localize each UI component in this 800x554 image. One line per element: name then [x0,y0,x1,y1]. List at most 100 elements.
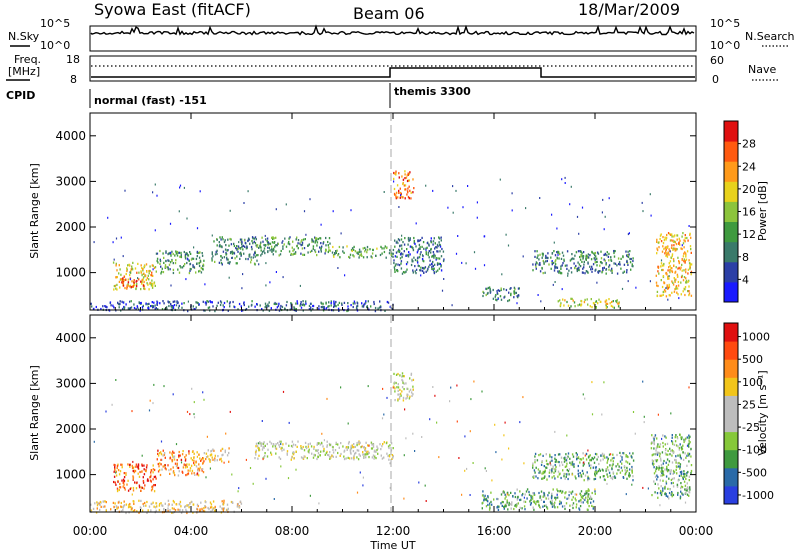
range-cell [524,500,527,503]
range-cell [399,196,401,199]
range-cell [563,475,565,478]
range-cell [374,449,376,452]
range-cell [300,301,302,304]
x-tick-label: 16:00 [477,524,512,538]
range-cell [564,299,566,302]
range-cell [405,254,407,257]
range-cell [311,452,313,455]
range-cell [221,236,223,239]
range-cell [127,463,129,466]
range-cell [465,262,467,265]
range-cell [602,458,604,461]
range-cell [671,492,673,495]
range-cell [604,456,606,459]
range-cell [172,268,175,271]
range-cell [292,451,294,454]
range-cell [189,252,192,255]
range-cell [268,246,270,249]
range-cell [308,451,310,454]
range-cell [600,300,602,303]
range-cell [236,248,238,251]
range-cell [521,507,523,510]
range-cell [665,250,667,253]
range-cell [394,264,397,267]
time-axis-label: Time UT [369,539,415,552]
range-cell [551,252,554,255]
range-cell [503,434,505,437]
range-cell [115,287,117,290]
range-cell [680,446,683,449]
range-cell [327,244,329,247]
range-cell [562,254,565,257]
range-cell [156,194,158,197]
range-cell [121,463,123,466]
range-cell [515,505,517,508]
range-cell [148,288,150,291]
range-cell [517,502,519,505]
range-cell [398,393,400,396]
range-cell [122,255,124,258]
range-cell [669,271,671,274]
range-cell [421,236,423,239]
range-cell [196,262,198,265]
range-cell [670,469,672,472]
range-cell [329,444,331,447]
range-cell [264,452,266,455]
range-cell [566,267,568,270]
range-cell [249,242,251,245]
range-cell [301,247,304,250]
range-cell [671,291,673,294]
range-cell [579,250,581,253]
range-cell [671,461,674,464]
range-cell [362,476,364,479]
range-cell [611,467,613,470]
range-cell [560,272,563,275]
range-cell [590,496,592,499]
range-cell [222,507,224,510]
range-cell [673,240,676,243]
range-cell [595,306,597,309]
range-cell [176,250,178,254]
range-cell [642,380,644,383]
range-cell [626,255,629,258]
range-cell [325,236,327,240]
range-cell [377,452,379,455]
range-cell [115,276,118,279]
range-cell [116,283,118,286]
range-cell [667,298,669,301]
range-cell [191,387,193,390]
range-cell [249,253,251,256]
range-cell [628,472,630,475]
range-cell [334,449,337,452]
range-cell [376,445,378,448]
range-cell [118,272,120,275]
range-cell [150,480,152,483]
range-cell [335,441,337,444]
range-cell [202,462,204,465]
range-cell [438,243,441,246]
range-cell [659,467,661,470]
range-cell [539,263,541,266]
range-cell [349,256,351,259]
range-cell [361,254,363,257]
range-cell [322,445,324,448]
range-cell [614,476,616,479]
range-cell [534,452,537,455]
range-cell [617,462,619,466]
range-cell [333,254,335,257]
range-cell [677,293,679,296]
range-cell [119,470,122,473]
range-cell [321,305,323,309]
range-cell [379,253,382,257]
range-cell [240,238,243,241]
range-cell [404,408,406,411]
range-cell [189,251,191,254]
range-cell [349,449,351,452]
range-cell [328,249,330,252]
range-cell [132,261,134,264]
range-cell [172,471,174,474]
range-cell [396,240,398,243]
range-cell [456,420,458,423]
nsearch-label: N.Search [745,30,795,43]
range-cell [186,463,188,466]
